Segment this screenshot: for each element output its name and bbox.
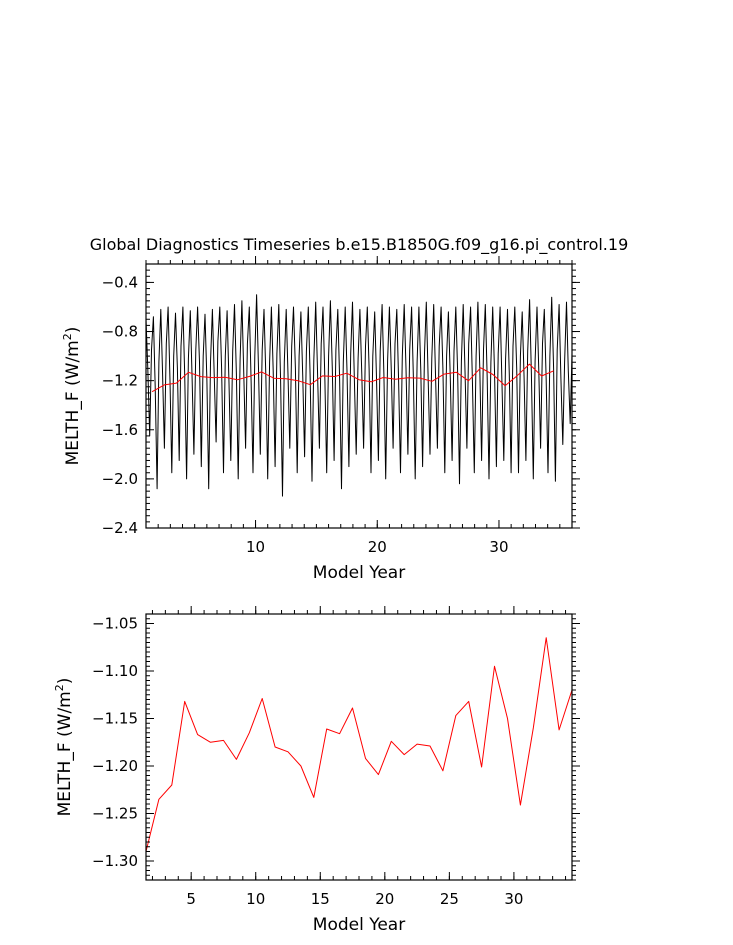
y-axis-label-sup: 2: [53, 684, 66, 691]
x-tick-label: 10: [246, 890, 265, 908]
y-axis-label: MELTH_F (W/m2): [61, 327, 83, 466]
y-tick-label: −0.4: [102, 273, 138, 291]
y-tick-label: −1.2: [102, 372, 138, 390]
x-tick-label: 15: [311, 890, 330, 908]
x-tick-label: 30: [504, 890, 523, 908]
series-line-1: [151, 363, 554, 393]
plot-frame: [145, 613, 573, 881]
y-tick-label: −2.0: [102, 470, 138, 488]
plot-frame: [145, 263, 573, 529]
y-axis-label-main: MELTH_F (W/m: [63, 340, 83, 465]
bottom-panel: 5 10 15 20 25 30 −1.30 −1.25 −1.20 −1.15 −1.10 −1.0…: [53, 606, 580, 935]
x-tick-label: 20: [375, 890, 394, 908]
y-tick-label: −1.25: [92, 805, 138, 823]
x-axis-label: Model Year: [313, 915, 405, 935]
x-axis-label: Model Year: [313, 563, 405, 583]
series-line-0: [145, 637, 573, 852]
y-tick-label: −2.4: [102, 519, 138, 537]
y-tick-label: −1.10: [92, 662, 138, 680]
x-tick-label: 20: [368, 538, 387, 556]
x-tick-label: 5: [186, 890, 196, 908]
y-axis-label: MELTH_F (W/m2): [53, 678, 75, 817]
series-line-0: [145, 294, 573, 497]
x-tick-label: 30: [489, 538, 508, 556]
y-axis-label-tail: ): [63, 327, 83, 334]
figure-title: Global Diagnostics Timeseries b.e15.B185…: [90, 235, 629, 255]
y-tick-label: −1.20: [92, 757, 138, 775]
y-axis-label-main: MELTH_F (W/m: [55, 691, 75, 816]
y-tick-label: −1.6: [102, 421, 138, 439]
y-tick-label: −1.15: [92, 710, 138, 728]
y-tick-label: −1.05: [92, 615, 138, 633]
y-tick-label: −1.30: [92, 852, 138, 870]
y-axis-label-sup: 2: [61, 333, 74, 340]
x-tick-label: 10: [246, 538, 265, 556]
y-tick-label: −0.8: [102, 323, 138, 341]
top-panel: 10 20 30 −2.4 −2.0 −1.6 −1.2 −0.8 −0.4 Model Year…: [61, 256, 580, 583]
y-axis-label-tail: ): [55, 678, 75, 685]
x-tick-label: 25: [440, 890, 459, 908]
